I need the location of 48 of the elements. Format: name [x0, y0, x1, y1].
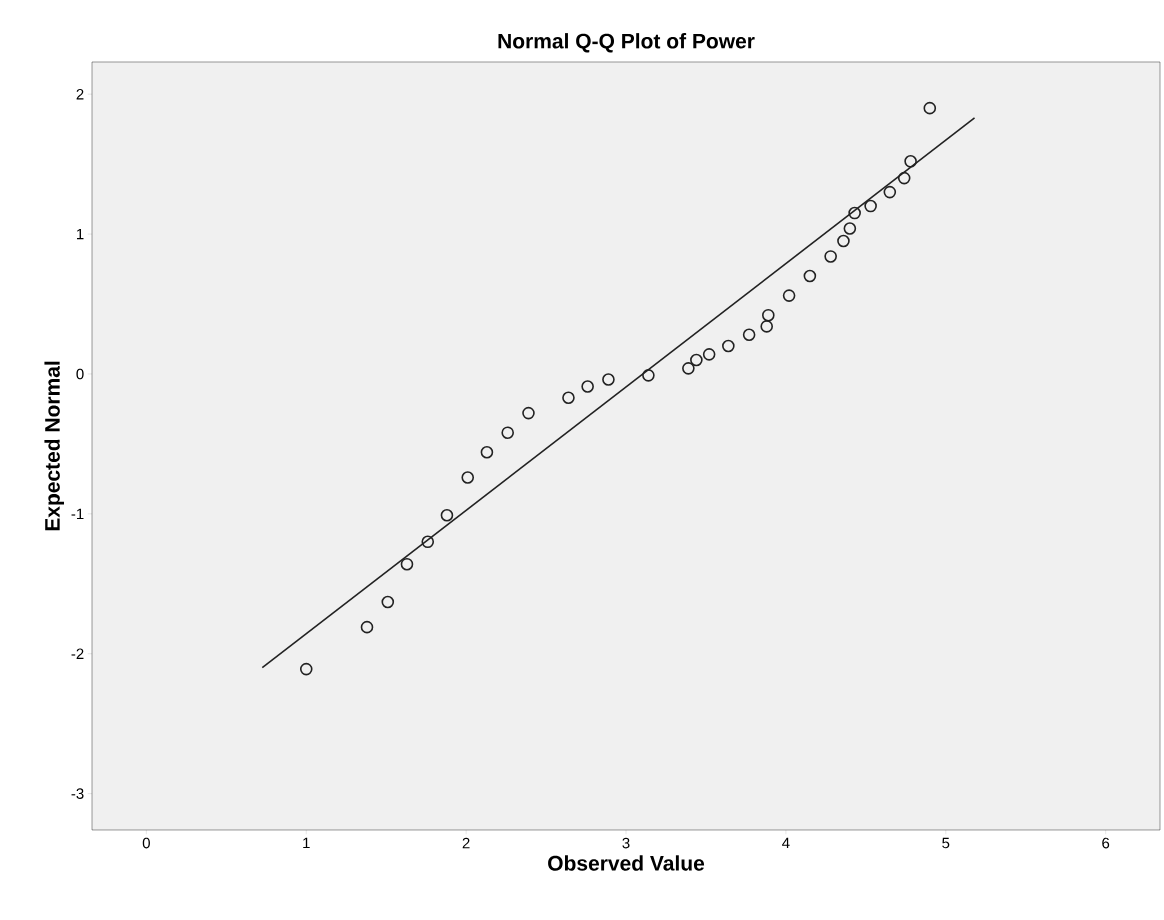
point: [381, 595, 395, 609]
x-axis-title: Observed Value: [548, 855, 705, 871]
point: [400, 557, 414, 571]
point: [602, 373, 615, 386]
point: [702, 348, 716, 361]
point: [562, 391, 575, 405]
y-tick-label: 2: [76, 88, 84, 100]
y-tick-label: -3: [71, 788, 84, 799]
point: [690, 353, 703, 367]
point: [760, 320, 774, 333]
point: [904, 155, 917, 168]
y-axis-title: Expected Normal: [44, 361, 64, 531]
point: [824, 250, 837, 263]
x-tick-label: 4: [782, 837, 790, 849]
point: [501, 426, 514, 439]
point: [461, 471, 475, 484]
x-tick-label: 3: [622, 837, 630, 849]
x-tick-label: 1: [303, 837, 310, 849]
point: [843, 222, 857, 235]
point: [360, 620, 374, 634]
y-tick-label: -2: [71, 648, 84, 659]
point: [480, 445, 494, 459]
point: [581, 380, 594, 393]
y-tick-label: -1: [71, 508, 84, 519]
x-tick-label: 5: [942, 837, 950, 849]
point: [440, 508, 454, 522]
x-tick-label: 2: [462, 837, 470, 849]
point: [848, 206, 861, 220]
y-tick-label: 1: [77, 228, 84, 240]
x-tick-label: 6: [1102, 837, 1110, 849]
point: [762, 308, 775, 322]
point: [803, 269, 817, 283]
point: [837, 234, 850, 248]
point: [782, 289, 796, 302]
x-tick-label: 0: [142, 837, 150, 849]
chart-title: Normal Q-Q Plot of Power: [498, 33, 755, 53]
point: [923, 101, 937, 115]
point: [299, 662, 313, 676]
point: [897, 171, 911, 185]
point: [682, 362, 695, 375]
point: [883, 185, 897, 199]
point: [722, 339, 735, 353]
point: [642, 369, 655, 382]
point: [864, 199, 877, 213]
point: [742, 328, 756, 342]
point: [421, 535, 435, 549]
point: [522, 406, 535, 420]
y-tick-label: 0: [76, 368, 84, 380]
